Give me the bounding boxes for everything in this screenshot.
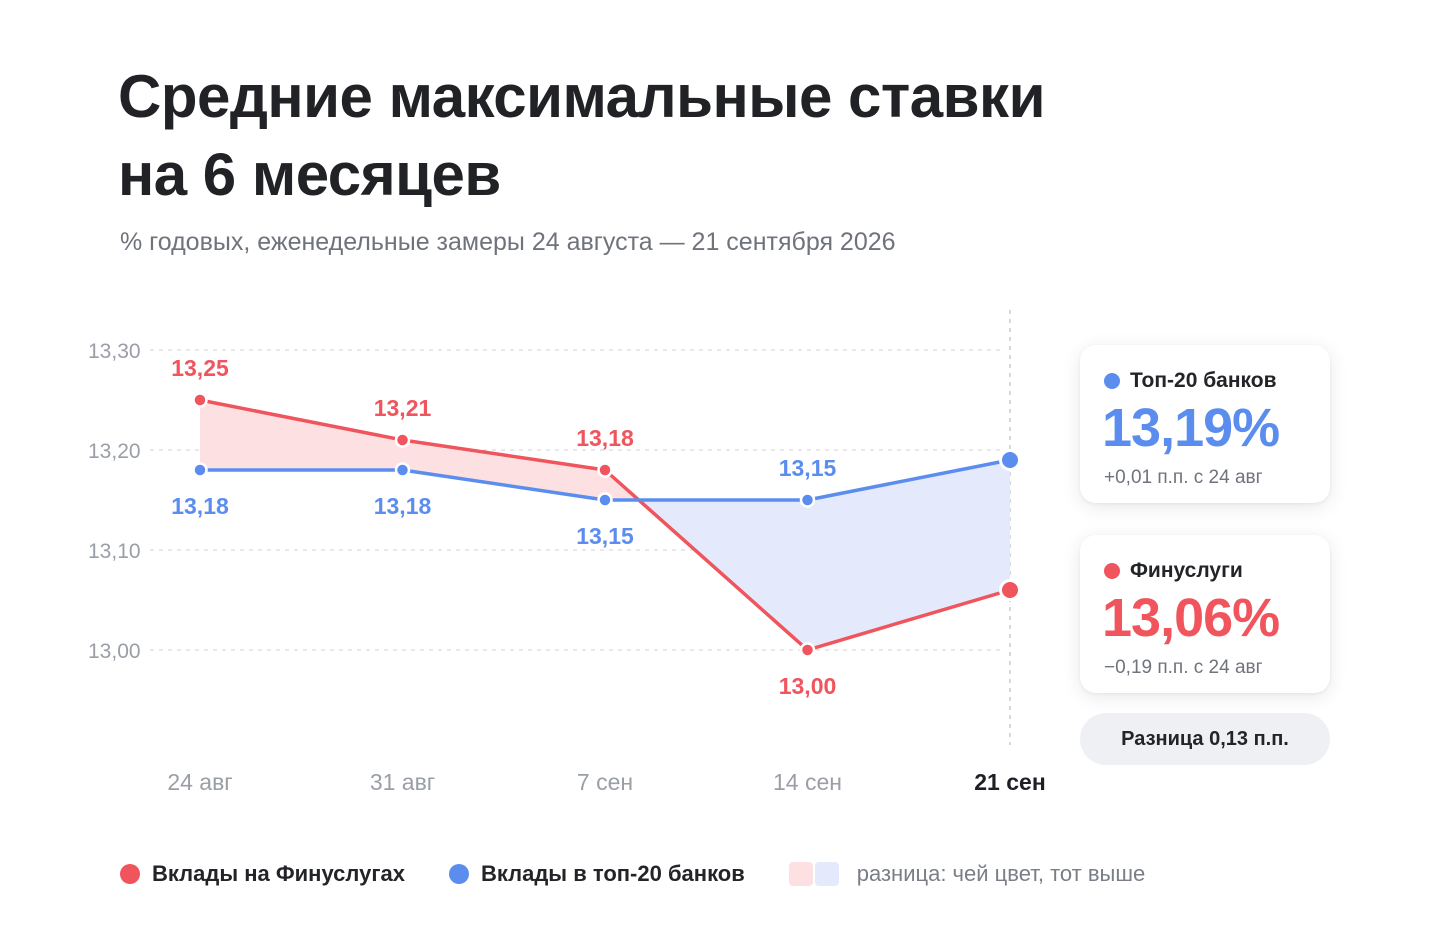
- red-dot-icon: [1104, 563, 1120, 579]
- card-top20: Топ-20 банков 13,19% +0,01 п.п. с 24 авг: [1080, 345, 1330, 503]
- point-top20: [394, 462, 411, 478]
- chart-subtitle: % годовых, еженедельные замеры 24 август…: [120, 228, 896, 256]
- point-top20: [192, 462, 208, 478]
- x-tick-label: 24 авг: [167, 769, 232, 795]
- title-line-1: Средние максимальные ставки: [118, 63, 1045, 130]
- card-top20-header: Топ-20 банков: [1104, 369, 1277, 393]
- legend-item-top20: Вклады в топ-20 банков: [448, 861, 745, 887]
- point-top20: [799, 492, 816, 508]
- y-tick-label: 13,10: [88, 540, 141, 563]
- card-top20-delta: +0,01 п.п. с 24 авг: [1104, 467, 1263, 488]
- point-finuslugi: [799, 642, 816, 658]
- card-finuslugi-value: 13,06%: [1102, 588, 1280, 648]
- x-tick-label: 21 сен: [974, 769, 1045, 795]
- red-dot-icon: [120, 864, 140, 884]
- difference-badge: Разница 0,13 п.п.: [1080, 713, 1330, 765]
- data-label-finuslugi: 13,00: [779, 673, 837, 699]
- difference-fill: [200, 400, 403, 470]
- card-finuslugi-name: Финуслуги: [1130, 559, 1243, 582]
- difference-fill: [807, 460, 1010, 650]
- point-top20: [999, 449, 1021, 471]
- data-label-top20: 13,18: [374, 493, 432, 519]
- card-finuslugi-delta: −0,19 п.п. с 24 авг: [1104, 657, 1263, 678]
- x-tick-label: 31 авг: [370, 769, 435, 795]
- y-tick-label: 13,00: [88, 640, 141, 663]
- point-finuslugi: [394, 432, 411, 448]
- chart-title: Средние максимальные ставки на 6 месяцев: [118, 58, 1045, 214]
- x-tick-label: 14 сен: [773, 769, 842, 795]
- difference-fill: [402, 440, 605, 500]
- title-line-2: на 6 месяцев: [118, 141, 501, 208]
- x-tick-label: 7 сен: [577, 769, 633, 795]
- blue-dot-icon: [1104, 373, 1120, 389]
- data-label-top20: 13,15: [576, 523, 634, 549]
- point-finuslugi: [192, 392, 208, 408]
- legend-item-finuslugi: Вклады на Финуслугах: [120, 861, 405, 887]
- data-label-finuslugi: 13,18: [576, 425, 634, 451]
- point-finuslugi: [597, 462, 613, 478]
- legend-label-finuslugi: Вклады на Финуслугах: [152, 861, 405, 886]
- point-top20: [597, 492, 613, 508]
- card-top20-value: 13,19%: [1102, 398, 1280, 458]
- point-finuslugi: [999, 579, 1021, 601]
- card-finuslugi-header: Финуслуги: [1104, 559, 1243, 583]
- legend-item-difference: разница: чей цвет, тот выше: [788, 861, 1146, 887]
- card-finuslugi: Финуслуги 13,06% −0,19 п.п. с 24 авг: [1080, 535, 1330, 693]
- blue-dot-icon: [448, 864, 469, 884]
- legend-label-top20: Вклады в топ-20 банков: [480, 861, 745, 886]
- data-label-top20: 13,15: [779, 455, 837, 481]
- y-tick-label: 13,30: [88, 340, 141, 363]
- y-tick-label: 13,20: [88, 440, 141, 463]
- card-top20-name: Топ-20 банков: [1130, 369, 1277, 392]
- blue-swatch-icon: [814, 862, 839, 886]
- red-swatch-icon: [788, 862, 813, 886]
- data-label-finuslugi: 13,25: [171, 355, 229, 381]
- legend-note: разница: чей цвет, тот выше: [856, 861, 1146, 886]
- legend: Вклады на Финуслугах Вклады в топ-20 бан…: [120, 858, 1189, 890]
- data-label-top20: 13,18: [171, 493, 229, 519]
- data-label-finuslugi: 13,21: [374, 395, 432, 421]
